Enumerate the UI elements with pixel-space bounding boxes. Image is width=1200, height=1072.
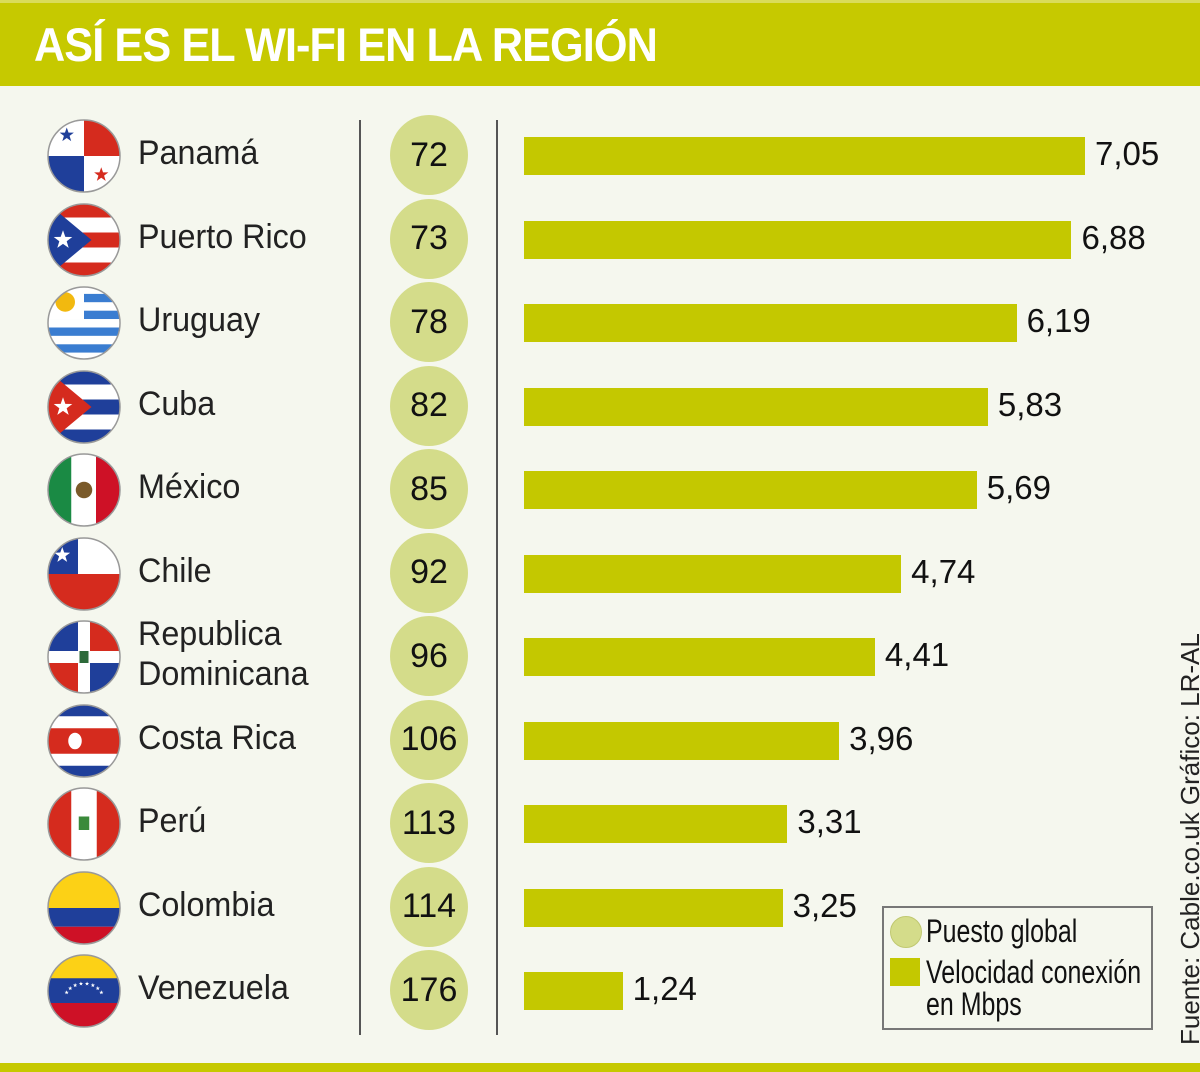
speed-value-label: 5,83	[997, 385, 1063, 423]
speed-bar	[524, 304, 1017, 342]
legend-speed-label: Velocidad conexión	[926, 954, 1142, 990]
footer-bar	[0, 1063, 1200, 1072]
source-credit: Fuente: Cable.co.uk Gráfico: LR-AL	[1175, 633, 1200, 1045]
chart-row: Venezuela 176 1,24	[0, 948, 1200, 1032]
speed-bar	[524, 972, 623, 1010]
country-name: Puerto Rico	[138, 217, 307, 256]
speed-value-label: 4,74	[911, 552, 976, 590]
legend-speed-label-2: en Mbps	[926, 986, 1022, 1022]
divider-line	[359, 120, 361, 1035]
colombia-flag-icon	[47, 870, 121, 945]
global-rank-circle: 96	[390, 616, 468, 696]
country-name: Republica Dominicana	[138, 615, 309, 693]
puerto-rico-flag-icon	[47, 202, 121, 277]
cuba-flag-icon	[47, 369, 121, 444]
header-banner: ASÍ ES EL WI-FI EN LA REGIÓN	[0, 0, 1200, 86]
speed-value-label: 3,96	[849, 719, 914, 757]
country-name: México	[138, 468, 241, 506]
speed-bar	[524, 721, 840, 760]
speed-bar	[524, 137, 1085, 175]
chart-row: Panamá 72 7,05	[0, 113, 1200, 197]
legend-bar-swatch	[890, 958, 920, 986]
chile-flag-icon	[47, 536, 121, 611]
chart-row: Republica Dominicana 96 4,41	[0, 614, 1200, 698]
global-rank-circle: 73	[390, 198, 468, 279]
speed-value-label: 4,41	[884, 636, 950, 673]
global-rank-circle: 78	[390, 282, 468, 362]
speed-bar	[524, 554, 902, 593]
global-rank-circle: 92	[390, 532, 468, 613]
global-rank-circle: 113	[390, 783, 468, 863]
speed-bar	[524, 471, 977, 509]
legend-circle-swatch	[890, 916, 922, 948]
mexico-flag-icon	[47, 453, 121, 527]
chart-title: ASÍ ES EL WI-FI EN LA REGIÓN	[34, 18, 658, 71]
peru-flag-icon	[47, 787, 121, 861]
global-rank-circle: 85	[390, 449, 468, 529]
speed-value-label: 6,19	[1026, 302, 1091, 339]
speed-bar	[524, 888, 783, 927]
divider-line	[496, 120, 498, 1035]
speed-value-label: 3,25	[792, 886, 857, 924]
global-rank-circle: 72	[390, 115, 468, 195]
country-name: Colombia	[138, 885, 275, 924]
speed-bar	[524, 387, 988, 426]
global-rank-circle: 176	[390, 950, 468, 1030]
chart-row: México 85 5,69	[0, 447, 1200, 531]
country-name: Cuba	[138, 384, 216, 423]
country-name: Chile	[138, 551, 212, 590]
country-name: Venezuela	[138, 969, 289, 1007]
global-rank-circle: 106	[390, 699, 468, 780]
chart-row: Chile 92 4,74	[0, 531, 1200, 615]
speed-bar	[524, 638, 875, 676]
chart-row: Costa Rica 106 3,96	[0, 698, 1200, 782]
speed-value-label: 3,31	[797, 803, 862, 840]
country-name: Perú	[138, 802, 207, 840]
dominican-republic-flag-icon	[47, 620, 121, 694]
chart-row: Puerto Rico 73 6,88	[0, 197, 1200, 281]
legend: Puesto global Velocidad conexión en Mbps	[882, 906, 1153, 1030]
speed-value-label: 6,88	[1081, 218, 1146, 256]
speed-bar	[524, 220, 1072, 259]
chart-row: Perú 113 3,31	[0, 781, 1200, 865]
country-name: Panamá	[138, 134, 259, 172]
global-rank-circle: 82	[390, 365, 468, 446]
speed-value-label: 1,24	[632, 970, 697, 1007]
panama-flag-icon	[47, 119, 121, 193]
speed-value-label: 7,05	[1095, 135, 1160, 172]
uruguay-flag-icon	[47, 286, 121, 360]
chart-row: Colombia 114 3,25	[0, 865, 1200, 949]
chart-row: Uruguay 78 6,19	[0, 280, 1200, 364]
venezuela-flag-icon	[47, 954, 121, 1028]
costa-rica-flag-icon	[47, 703, 121, 778]
speed-value-label: 5,69	[986, 469, 1051, 506]
speed-bar	[524, 805, 788, 843]
global-rank-circle: 114	[390, 866, 468, 947]
legend-rank-label: Puesto global	[926, 913, 1078, 949]
country-name: Uruguay	[138, 301, 261, 339]
chart-row: Cuba 82 5,83	[0, 364, 1200, 448]
country-name: Costa Rica	[138, 718, 296, 757]
